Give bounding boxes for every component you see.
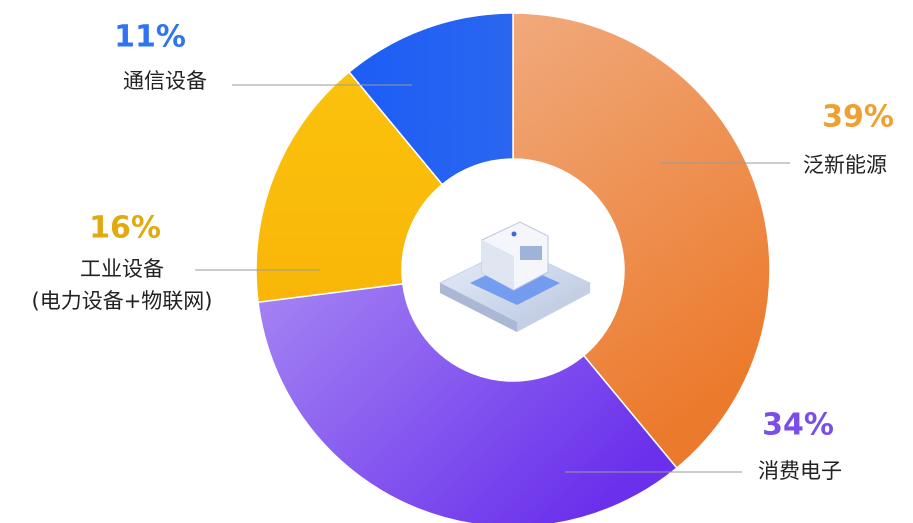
category-label: 泛新能源 — [803, 153, 887, 177]
category-label: 消费电子 — [758, 459, 842, 483]
value-label: 16% — [89, 211, 161, 246]
center-icon — [440, 222, 590, 332]
value-label: 11% — [114, 20, 186, 55]
value-label: 34% — [762, 408, 834, 443]
value-label: 39% — [822, 100, 894, 135]
category-label: 工业设备 — [80, 257, 164, 281]
chart: 39% 泛新能源 34% 消费电子 16% 工业设备 (电力设备+物联网) 11% 通信设备 — [0, 0, 913, 523]
category-label: 通信设备 — [123, 69, 207, 93]
category-label: (电力设备+物联网) — [32, 289, 213, 313]
